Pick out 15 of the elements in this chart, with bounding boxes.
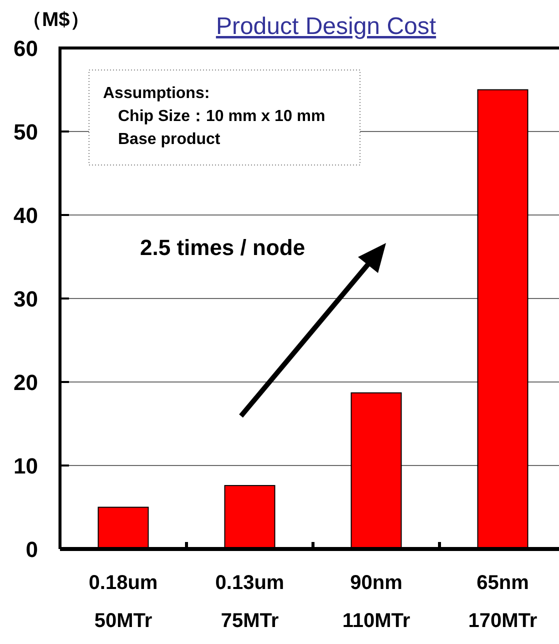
y-tick-label: 50: [14, 120, 38, 144]
annotation: 2.5 times / node: [140, 235, 306, 260]
x-tick-label: 65nm 170MTr: [468, 572, 538, 632]
y-tick-label: 10: [14, 454, 38, 478]
x-tick-label: 0.18um 50MTr: [88, 572, 158, 632]
y-axis-title: （M$）: [22, 9, 90, 31]
annotation: Assumptions: Chip Size：10 mm x 10 mm Base product: [103, 85, 326, 148]
x-tick-label: 90nm 110MTr: [342, 572, 410, 632]
y-tick-label: 40: [14, 203, 38, 228]
y-tick-label: 20: [14, 370, 38, 395]
x-tick-label: 0.13um 75MTr: [215, 572, 284, 632]
chart-title: Product Design Cost: [216, 13, 436, 40]
y-tick-label: 30: [14, 286, 38, 312]
y-tick-label: 60: [14, 36, 38, 61]
y-tick-label: 0: [26, 537, 38, 562]
